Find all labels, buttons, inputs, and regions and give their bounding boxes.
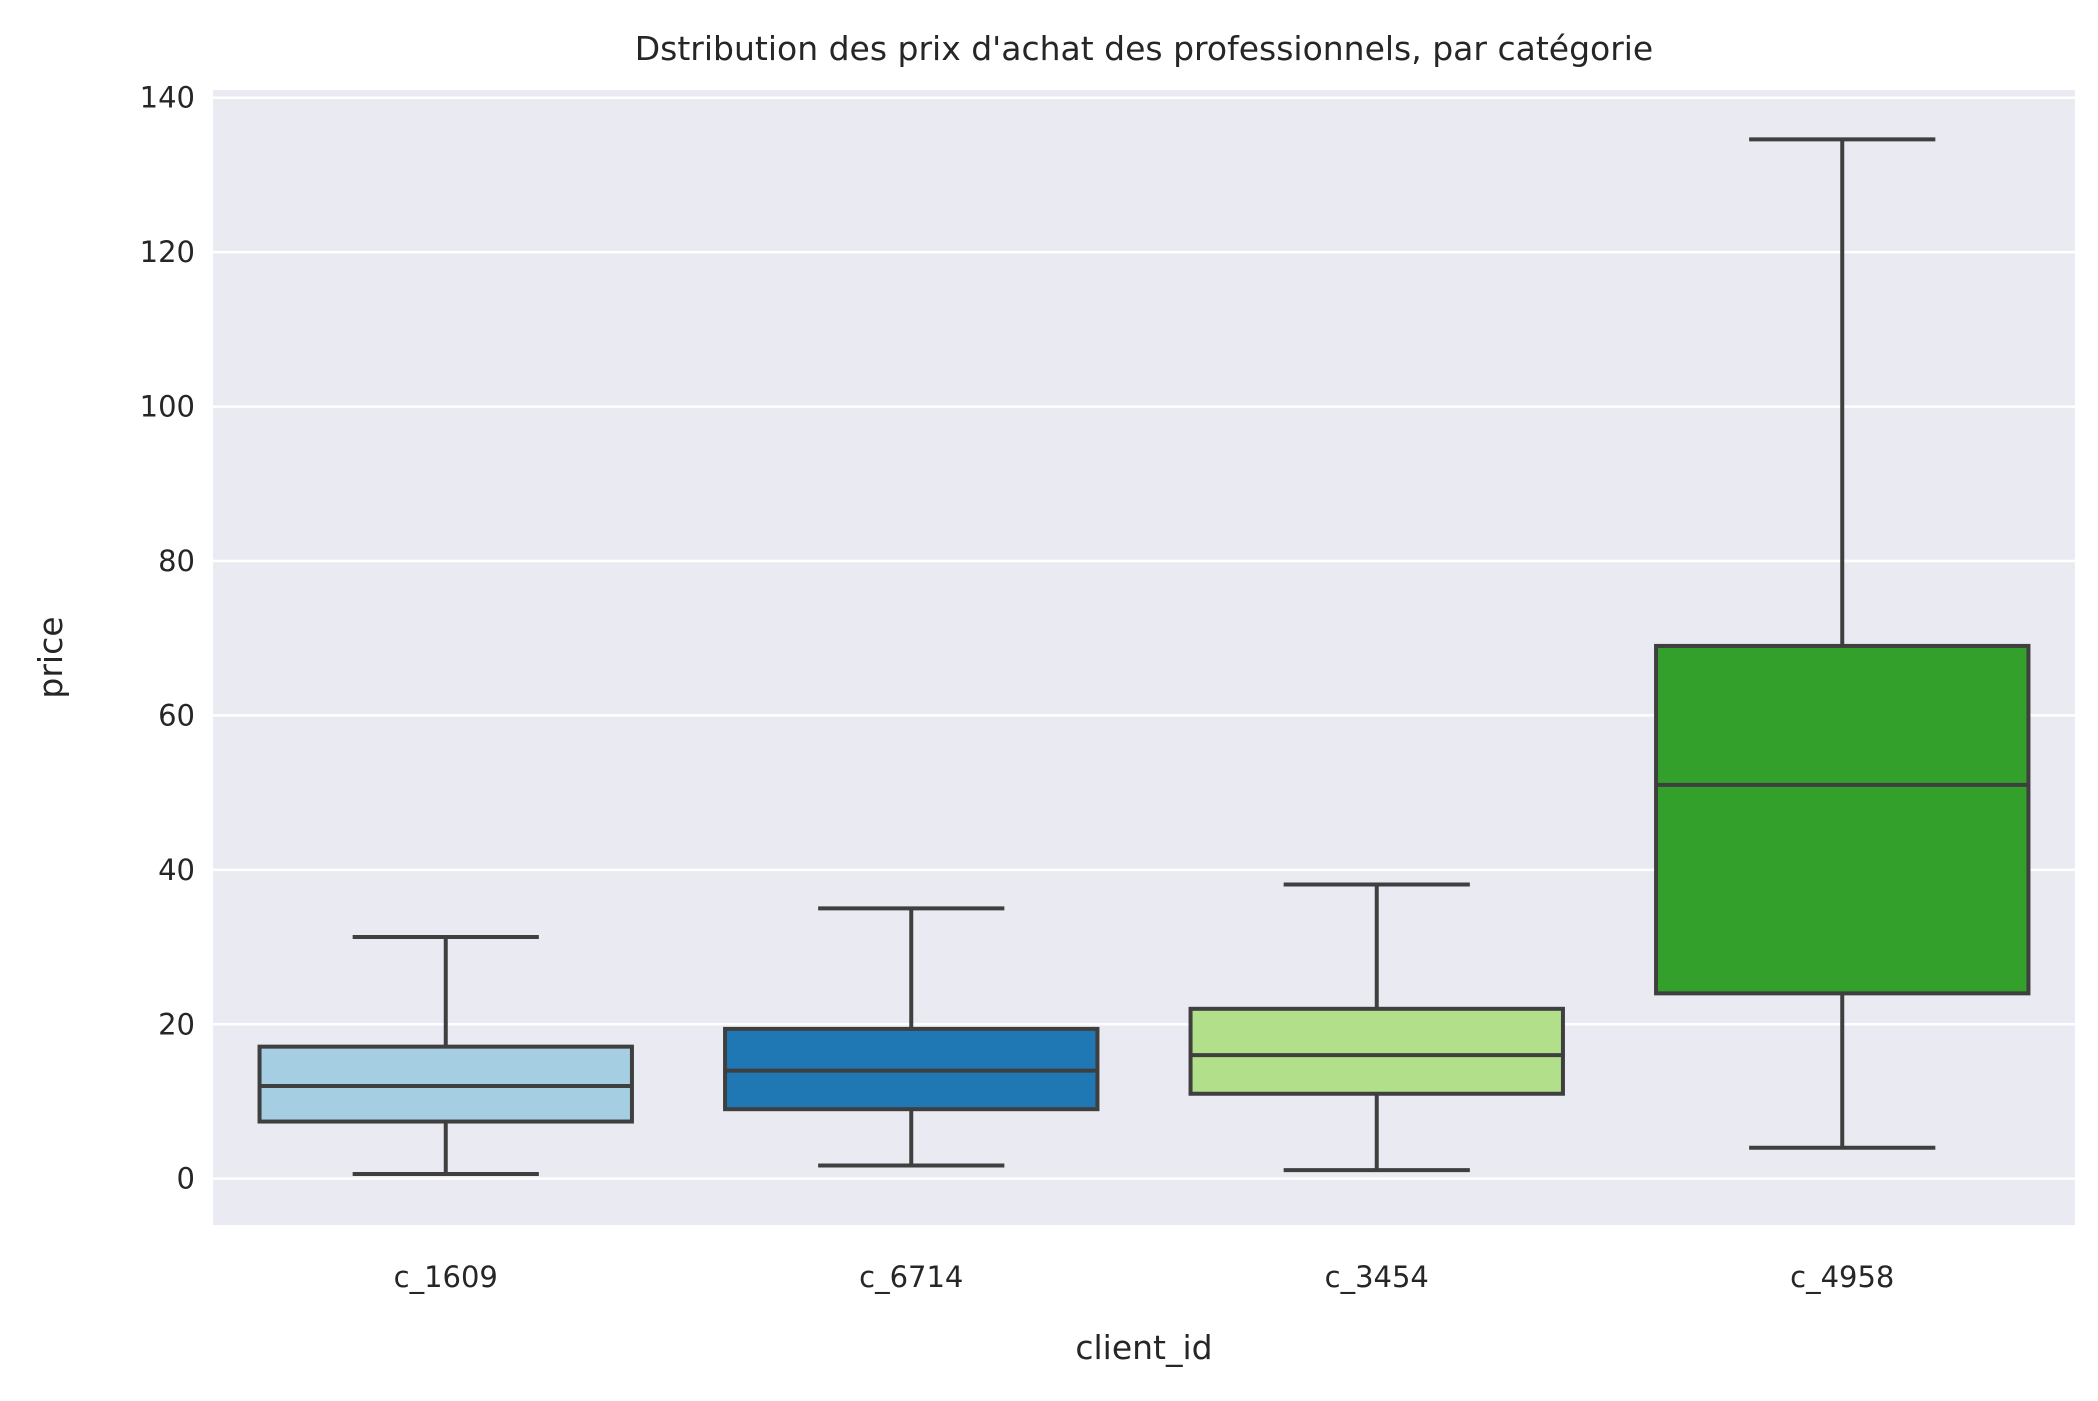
y-tick-label: 140	[140, 81, 195, 115]
y-tick-label: 80	[158, 544, 195, 578]
x-tick-label: c_3454	[1325, 1260, 1429, 1294]
chart-title: Dstribution des prix d'achat des profess…	[635, 29, 1654, 68]
grid-lines	[213, 96, 2075, 1180]
iqr-box	[1188, 1006, 1565, 1096]
y-tick-labels: 0 20 40 60 80 100 120 140	[140, 81, 195, 1196]
iqr-box	[1654, 643, 2031, 996]
y-axis-title: price	[31, 616, 70, 698]
y-tick-label: 60	[158, 698, 195, 732]
x-axis-title: client_id	[1075, 1328, 1212, 1367]
y-tick-label: 100	[140, 390, 195, 424]
boxes	[257, 137, 2031, 1177]
y-tick-label: 120	[140, 235, 195, 269]
box-c_4958	[1654, 137, 2031, 1150]
y-tick-label: 40	[158, 853, 195, 887]
box-c_6714	[723, 906, 1100, 1168]
y-tick-label: 0	[177, 1162, 195, 1196]
x-tick-label: c_1609	[394, 1260, 498, 1294]
x-tick-labels: c_1609 c_6714 c_3454 c_4958	[394, 1260, 1895, 1294]
box-c_3454	[1188, 882, 1565, 1173]
box-c_1609	[257, 935, 634, 1177]
x-tick-label: c_6714	[859, 1260, 963, 1294]
y-tick-label: 20	[158, 1007, 195, 1041]
x-tick-label: c_4958	[1790, 1260, 1894, 1294]
